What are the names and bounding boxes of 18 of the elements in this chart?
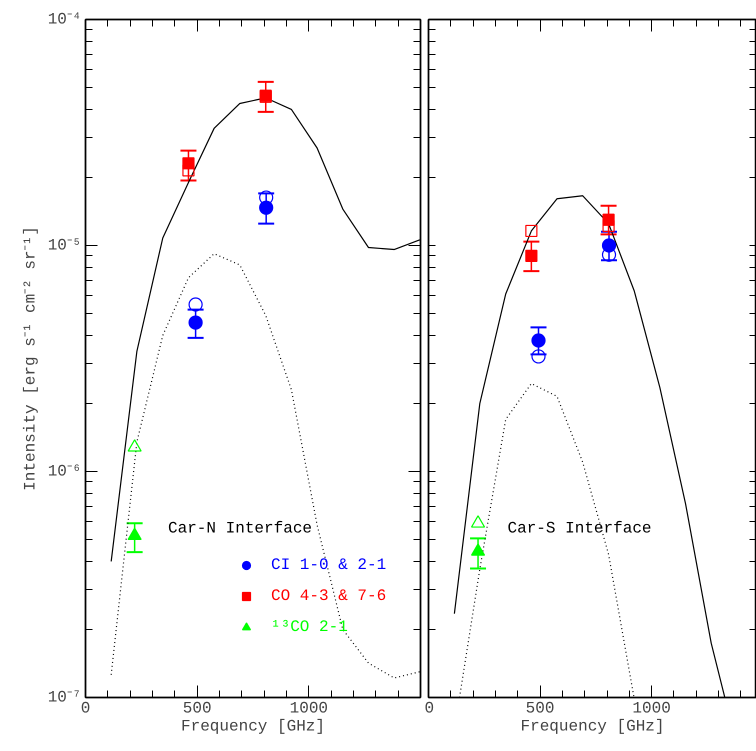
x-tick-label: 500 — [526, 700, 554, 718]
y-tick-label: 10⁻⁵ — [48, 236, 82, 254]
x-axis-title: Frequency [GHz] — [520, 718, 665, 736]
x-tick-label: 0 — [424, 700, 434, 718]
legend-label: CO 4-3 & 7-6 — [271, 587, 386, 605]
x-axis-title: Frequency [GHz] — [180, 718, 326, 736]
annotation: Car-S Interface — [508, 520, 652, 538]
y-tick-label: 10⁻⁶ — [48, 462, 82, 480]
legend-label: ¹³CO 2-1 — [271, 618, 348, 636]
x-tick-label: 1000 — [632, 700, 671, 718]
x-tick-label: 500 — [182, 700, 212, 718]
y-tick-label: 10⁻⁷ — [48, 688, 82, 706]
annotation: Car-N Interface — [168, 520, 312, 538]
x-tick-label: 1000 — [290, 700, 328, 718]
legend-label: CI 1-0 & 2-1 — [271, 556, 386, 574]
x-tick-label: 0 — [80, 700, 90, 718]
y-tick-label: 10⁻⁴ — [48, 10, 82, 28]
y-axis-title: Intensity [erg s⁻¹ cm⁻² sr⁻¹] — [22, 226, 40, 491]
